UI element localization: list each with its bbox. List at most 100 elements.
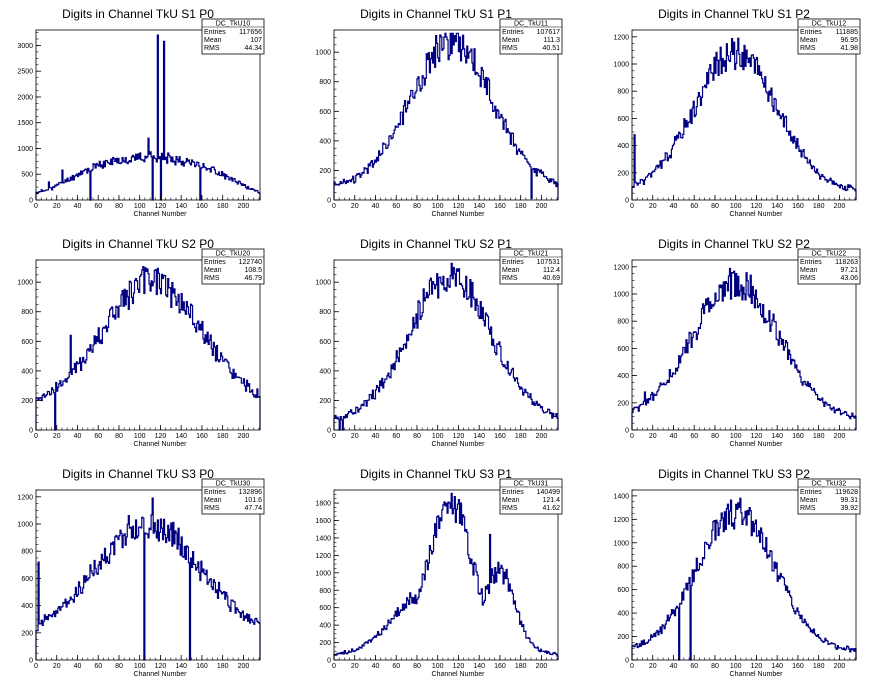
stats-entries-label: Entries bbox=[800, 489, 822, 496]
y-tick-label: 1000 bbox=[613, 540, 629, 547]
stats-rms-value: 44.34 bbox=[244, 45, 262, 52]
x-tick-label: 20 bbox=[351, 433, 359, 440]
histogram-panel-9: Digits in Channel TkU S3 P2 0 20 40 60 80 100 1… bbox=[613, 467, 861, 678]
stats-name: DC_TkU31 bbox=[514, 481, 549, 488]
histogram-series bbox=[35, 34, 261, 201]
x-axis-title: Channel Number bbox=[134, 671, 188, 678]
y-tick-label: 2500 bbox=[17, 69, 33, 76]
stats-box-frame bbox=[797, 478, 861, 515]
x-tick-label: 200 bbox=[834, 203, 846, 210]
y-tick-label: 0 bbox=[327, 428, 331, 435]
x-tick-label: 100 bbox=[432, 663, 444, 670]
y-tick-label: 400 bbox=[617, 611, 629, 618]
panel-title: Digits in Channel TkU S3 P1 bbox=[360, 467, 512, 481]
x-tick-label: 60 bbox=[690, 433, 698, 440]
x-tick-label: 80 bbox=[115, 203, 123, 210]
x-tick-label: 60 bbox=[94, 203, 102, 210]
x-tick-label: 60 bbox=[690, 663, 698, 670]
stats-entries-label: Entries bbox=[204, 489, 226, 496]
x-tick-label: 200 bbox=[536, 433, 548, 440]
x-tick-label: 160 bbox=[196, 433, 208, 440]
x-tick-label: 140 bbox=[473, 433, 485, 440]
stats-mean-label: Mean bbox=[204, 497, 222, 504]
histogram-panel-5: Digits in Channel TkU S2 P1 0 20 40 60 80 100 1… bbox=[315, 237, 563, 448]
stats-mean-value: 97.21 bbox=[840, 267, 858, 274]
stats-entries-label: Entries bbox=[502, 29, 524, 36]
x-tick-label: 80 bbox=[711, 433, 719, 440]
stats-entries-value: 107531 bbox=[537, 259, 560, 266]
y-tick-label: 1200 bbox=[613, 34, 629, 41]
x-tick-label: 120 bbox=[453, 433, 465, 440]
x-tick-label: 40 bbox=[372, 203, 380, 210]
stats-mean-label: Mean bbox=[502, 267, 520, 274]
x-tick-label: 0 bbox=[630, 203, 634, 210]
y-tick-label: 1200 bbox=[613, 264, 629, 271]
x-tick-label: 0 bbox=[332, 433, 336, 440]
x-tick-label: 120 bbox=[155, 433, 167, 440]
stats-name: DC_TkU20 bbox=[216, 251, 251, 258]
x-axis-title: Channel Number bbox=[432, 211, 486, 218]
panel-title: Digits in Channel TkU S1 P0 bbox=[62, 7, 214, 21]
y-tick-label: 0 bbox=[29, 428, 33, 435]
x-tick-label: 120 bbox=[751, 433, 763, 440]
stats-rms-value: 46.79 bbox=[244, 275, 262, 282]
stats-rms-label: RMS bbox=[204, 505, 220, 512]
y-tick-label: 1500 bbox=[17, 120, 33, 127]
y-tick-label: 600 bbox=[617, 346, 629, 353]
stats-entries-value: 111885 bbox=[836, 29, 858, 36]
stats-mean-value: 96.95 bbox=[840, 37, 858, 44]
y-tick-label: 1600 bbox=[315, 518, 331, 525]
x-tick-label: 80 bbox=[115, 433, 123, 440]
y-tick-label: 600 bbox=[617, 116, 629, 123]
stats-rms-label: RMS bbox=[502, 505, 518, 512]
x-tick-label: 60 bbox=[392, 663, 400, 670]
x-tick-label: 100 bbox=[134, 203, 146, 210]
x-tick-label: 140 bbox=[771, 203, 783, 210]
x-tick-label: 20 bbox=[53, 433, 61, 440]
histogram-series bbox=[631, 267, 857, 430]
x-tick-label: 160 bbox=[494, 433, 506, 440]
stats-mean-label: Mean bbox=[502, 497, 520, 504]
histogram-series bbox=[35, 497, 261, 661]
x-tick-label: 60 bbox=[94, 663, 102, 670]
x-tick-label: 180 bbox=[217, 663, 229, 670]
plot-frame bbox=[35, 259, 261, 431]
x-tick-label: 200 bbox=[834, 433, 846, 440]
stats-rms-label: RMS bbox=[502, 45, 518, 52]
x-tick-label: 140 bbox=[175, 203, 187, 210]
stats-entries-label: Entries bbox=[502, 259, 524, 266]
stats-box-frame bbox=[499, 248, 563, 285]
stats-entries-value: 122740 bbox=[239, 259, 262, 266]
x-tick-label: 100 bbox=[432, 433, 444, 440]
stats-box-frame bbox=[499, 478, 563, 515]
stats-mean-label: Mean bbox=[800, 497, 818, 504]
x-tick-label: 40 bbox=[372, 433, 380, 440]
y-tick-label: 200 bbox=[21, 630, 33, 637]
x-tick-label: 40 bbox=[670, 433, 678, 440]
panel-title: Digits in Channel TkU S3 P2 bbox=[658, 467, 810, 481]
x-tick-label: 40 bbox=[670, 663, 678, 670]
x-tick-label: 200 bbox=[238, 203, 250, 210]
stats-name: DC_TkU11 bbox=[514, 21, 548, 28]
x-tick-label: 160 bbox=[792, 663, 804, 670]
y-tick-label: 1000 bbox=[17, 146, 33, 153]
stats-mean-value: 99.31 bbox=[840, 497, 858, 504]
stats-rms-value: 40.51 bbox=[542, 45, 560, 52]
x-tick-label: 100 bbox=[730, 203, 742, 210]
histogram-panel-1: Digits in Channel TkU S1 P0 0 20 40 60 80 100 1… bbox=[17, 7, 265, 218]
x-tick-label: 0 bbox=[630, 663, 634, 670]
x-tick-label: 0 bbox=[332, 663, 336, 670]
y-tick-label: 600 bbox=[21, 576, 33, 583]
stats-entries-label: Entries bbox=[800, 29, 822, 36]
x-tick-label: 140 bbox=[175, 433, 187, 440]
x-tick-label: 80 bbox=[115, 663, 123, 670]
x-tick-label: 80 bbox=[413, 203, 421, 210]
x-tick-label: 180 bbox=[515, 433, 527, 440]
stats-rms-value: 40.69 bbox=[542, 275, 560, 282]
